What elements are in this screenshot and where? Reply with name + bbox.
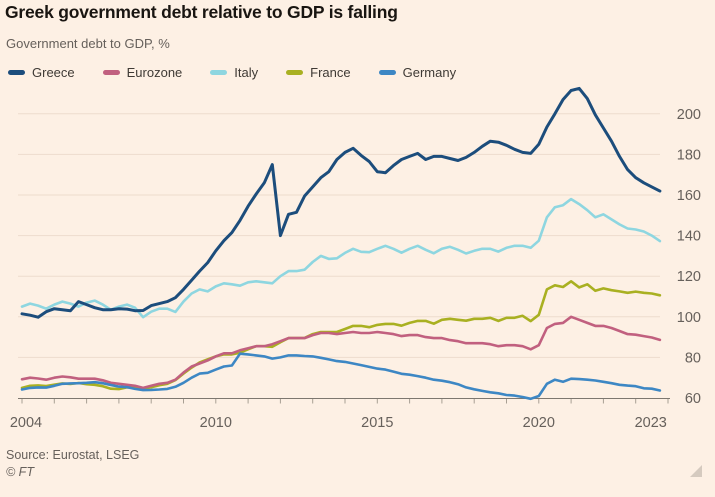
legend-label-italy: Italy (234, 65, 259, 80)
x-axis-label-2023: 2023 (635, 415, 667, 431)
series-line-eurozone (20, 315, 662, 390)
chart-legend: Greece Eurozone Italy France Germany (8, 65, 456, 80)
legend-swatch-greece (8, 70, 25, 75)
series-line-germany (20, 352, 662, 401)
legend-label-eurozone: Eurozone (126, 65, 183, 80)
y-axis-label-60: 60 (685, 391, 701, 407)
legend-label-germany: Germany (402, 65, 457, 80)
y-axis-label-120: 120 (677, 269, 701, 285)
x-axis-label-2020: 2020 (523, 415, 555, 431)
y-axis-label-180: 180 (677, 147, 701, 163)
x-axis-label-2004: 2004 (10, 415, 42, 431)
legend-label-greece: Greece (32, 65, 75, 80)
legend-swatch-germany (378, 70, 396, 75)
x-axis-label-2015: 2015 (361, 415, 393, 431)
y-axis-label-100: 100 (677, 310, 701, 326)
series-line-italy (20, 197, 662, 319)
chart-subtitle: Government debt to GDP, % (6, 36, 170, 51)
y-axis-label-140: 140 (677, 229, 701, 245)
legend-item-eurozone: Eurozone (102, 65, 183, 80)
resize-handle-icon[interactable] (690, 465, 702, 477)
legend-item-italy: Italy (210, 65, 258, 80)
series-line-france (20, 279, 662, 391)
legend-swatch-france (286, 70, 304, 75)
chart-title: Greek government debt relative to GDP is… (5, 2, 398, 22)
legend-label-france: France (310, 65, 351, 80)
legend-item-germany: Germany (378, 65, 457, 80)
copyright-note: © FT (6, 465, 34, 479)
x-axis-label-2010: 2010 (200, 415, 232, 431)
y-axis-label-160: 160 (677, 188, 701, 204)
y-axis-label-80: 80 (685, 350, 701, 366)
y-axis-label-200: 200 (677, 107, 701, 123)
legend-item-greece: Greece (8, 65, 75, 80)
legend-swatch-eurozone (102, 70, 120, 75)
series-line-greece (20, 86, 662, 319)
source-note: Source: Eurostat, LSEG (6, 448, 140, 462)
legend-item-france: France (286, 65, 351, 80)
legend-swatch-italy (210, 70, 228, 75)
